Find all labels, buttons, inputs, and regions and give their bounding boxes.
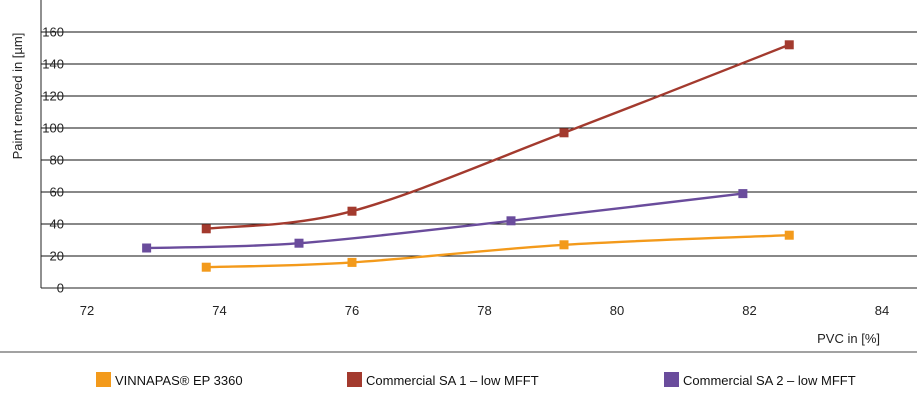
legend-item: Commercial SA 1 – low MFFT [347,372,539,388]
series-line [146,192,744,250]
data-point [784,230,794,240]
x-tick-label: 84 [875,303,889,318]
legend-swatch [664,372,679,387]
x-tick-label: 74 [212,303,226,318]
series-lines [142,40,794,272]
y-tick-label: 100 [42,121,64,136]
y-tick-label: 120 [42,89,64,104]
data-point [559,240,569,250]
legend-swatch [96,372,111,387]
series-2 [201,40,794,234]
x-tick-label: 76 [345,303,359,318]
data-point [506,216,516,226]
legend: VINNAPAS® EP 3360 Commercial SA 1 – low M… [96,372,856,388]
data-point [294,238,304,248]
y-tick-label: 140 [42,57,64,72]
y-axis-title: Paint removed in [µm] [10,33,25,160]
x-tick-label: 80 [610,303,624,318]
data-point [201,262,211,272]
legend-label: Commercial SA 2 – low MFFT [683,373,856,388]
x-tick-label: 78 [477,303,491,318]
series-line [206,234,790,269]
data-point [347,206,357,216]
series-3 [142,189,748,253]
legend-label: Commercial SA 1 – low MFFT [366,373,539,388]
legend-swatch [347,372,362,387]
x-tick-label: 82 [742,303,756,318]
y-tick-label: 60 [50,185,64,200]
legend-item: VINNAPAS® EP 3360 [96,372,243,388]
data-point [738,189,748,199]
x-tick-label: 72 [80,303,94,318]
legend-label: VINNAPAS® EP 3360 [115,373,243,388]
chart-borders [0,0,917,353]
x-axis-title: PVC in [%] [817,331,880,346]
data-point [347,257,357,267]
series-line [206,43,790,230]
x-axis-ticks: 72 74 76 78 80 82 84 [80,303,889,318]
gridlines [41,31,917,257]
y-tick-label: 80 [50,153,64,168]
y-tick-label: 20 [50,249,64,264]
data-point [559,128,569,138]
data-point [784,40,794,50]
data-point [142,243,152,253]
y-tick-label: 40 [50,217,64,232]
legend-item: Commercial SA 2 – low MFFT [664,372,856,388]
series-1 [201,230,794,272]
data-point [201,224,211,234]
y-tick-label: 160 [42,25,64,40]
